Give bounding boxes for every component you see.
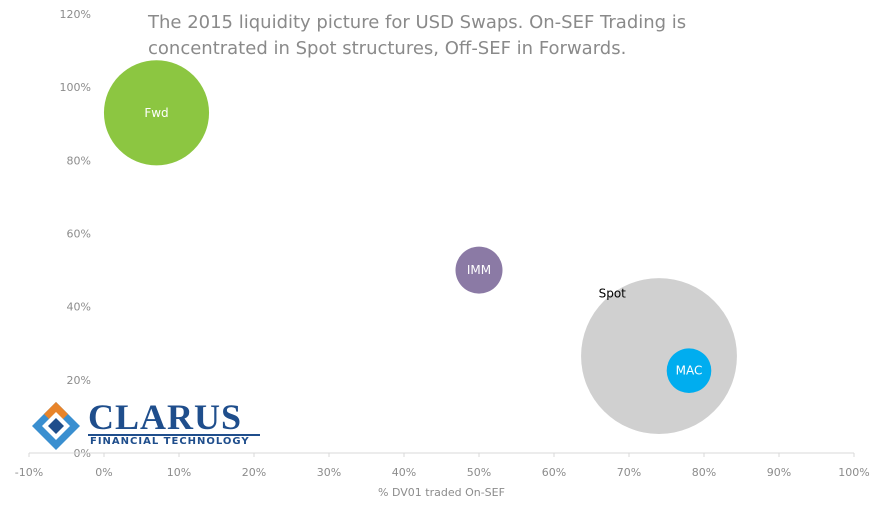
- x-tick-label: 20%: [242, 466, 266, 479]
- chart-title: The 2015 liquidity picture for USD Swaps…: [148, 12, 687, 59]
- bubble-label-imm: IMM: [467, 263, 491, 277]
- y-tick-label: 20%: [67, 374, 91, 387]
- x-tick-label: 60%: [542, 466, 566, 479]
- bubbles: Spot Fwd IMM MAC: [103, 60, 737, 434]
- y-tick-label: 40%: [67, 301, 91, 314]
- y-tick-label: 120%: [60, 8, 91, 21]
- x-tick-label: 30%: [317, 466, 341, 479]
- clarus-logo: CLARUS FINANCIAL TECHNOLOGY: [30, 398, 262, 454]
- y-tick-label: 100%: [60, 81, 91, 94]
- x-tick-label: 90%: [767, 466, 791, 479]
- y-tick-label: 60%: [67, 228, 91, 241]
- bubble-spot: [581, 278, 737, 434]
- x-tick-label: 70%: [617, 466, 641, 479]
- y-tick-label: 80%: [67, 154, 91, 167]
- bubble-imm: [455, 246, 503, 294]
- x-tick-label: 100%: [838, 466, 869, 479]
- x-tick-label: 80%: [692, 466, 716, 479]
- y-axis-tick-labels: 0%20%40%60%80%100%120%: [60, 8, 91, 460]
- x-tick-label: 40%: [392, 466, 416, 479]
- bubble-mac: [666, 348, 712, 393]
- bubble-label-spot: Spot: [599, 287, 627, 301]
- bubble-fwd: [103, 60, 210, 166]
- x-tick-label: 50%: [467, 466, 491, 479]
- x-axis-tick-labels: -10% 0% 10% 20% 30% 40% 50% 60% 70% 80% 90% 100%: [15, 453, 870, 479]
- logo-subtitle: FINANCIAL TECHNOLOGY: [90, 436, 250, 447]
- bubble-label-fwd: Fwd: [144, 106, 168, 120]
- x-axis-title: % DV01 traded On-SEF: [378, 486, 505, 499]
- x-tick-label: -10%: [15, 466, 43, 479]
- x-tick-label: 0%: [95, 466, 112, 479]
- clarus-logo-mark-icon: [32, 402, 80, 450]
- logo-rule: [88, 434, 260, 436]
- x-tick-label: 10%: [167, 466, 191, 479]
- logo-wordmark: CLARUS: [88, 397, 243, 437]
- bubble-label-mac: MAC: [676, 364, 703, 378]
